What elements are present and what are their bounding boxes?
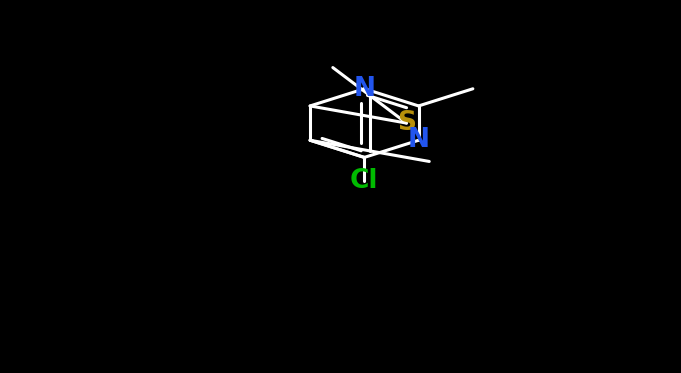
Text: S: S — [397, 110, 416, 136]
Text: N: N — [408, 127, 430, 153]
Text: N: N — [353, 76, 375, 102]
Text: Cl: Cl — [350, 169, 379, 194]
